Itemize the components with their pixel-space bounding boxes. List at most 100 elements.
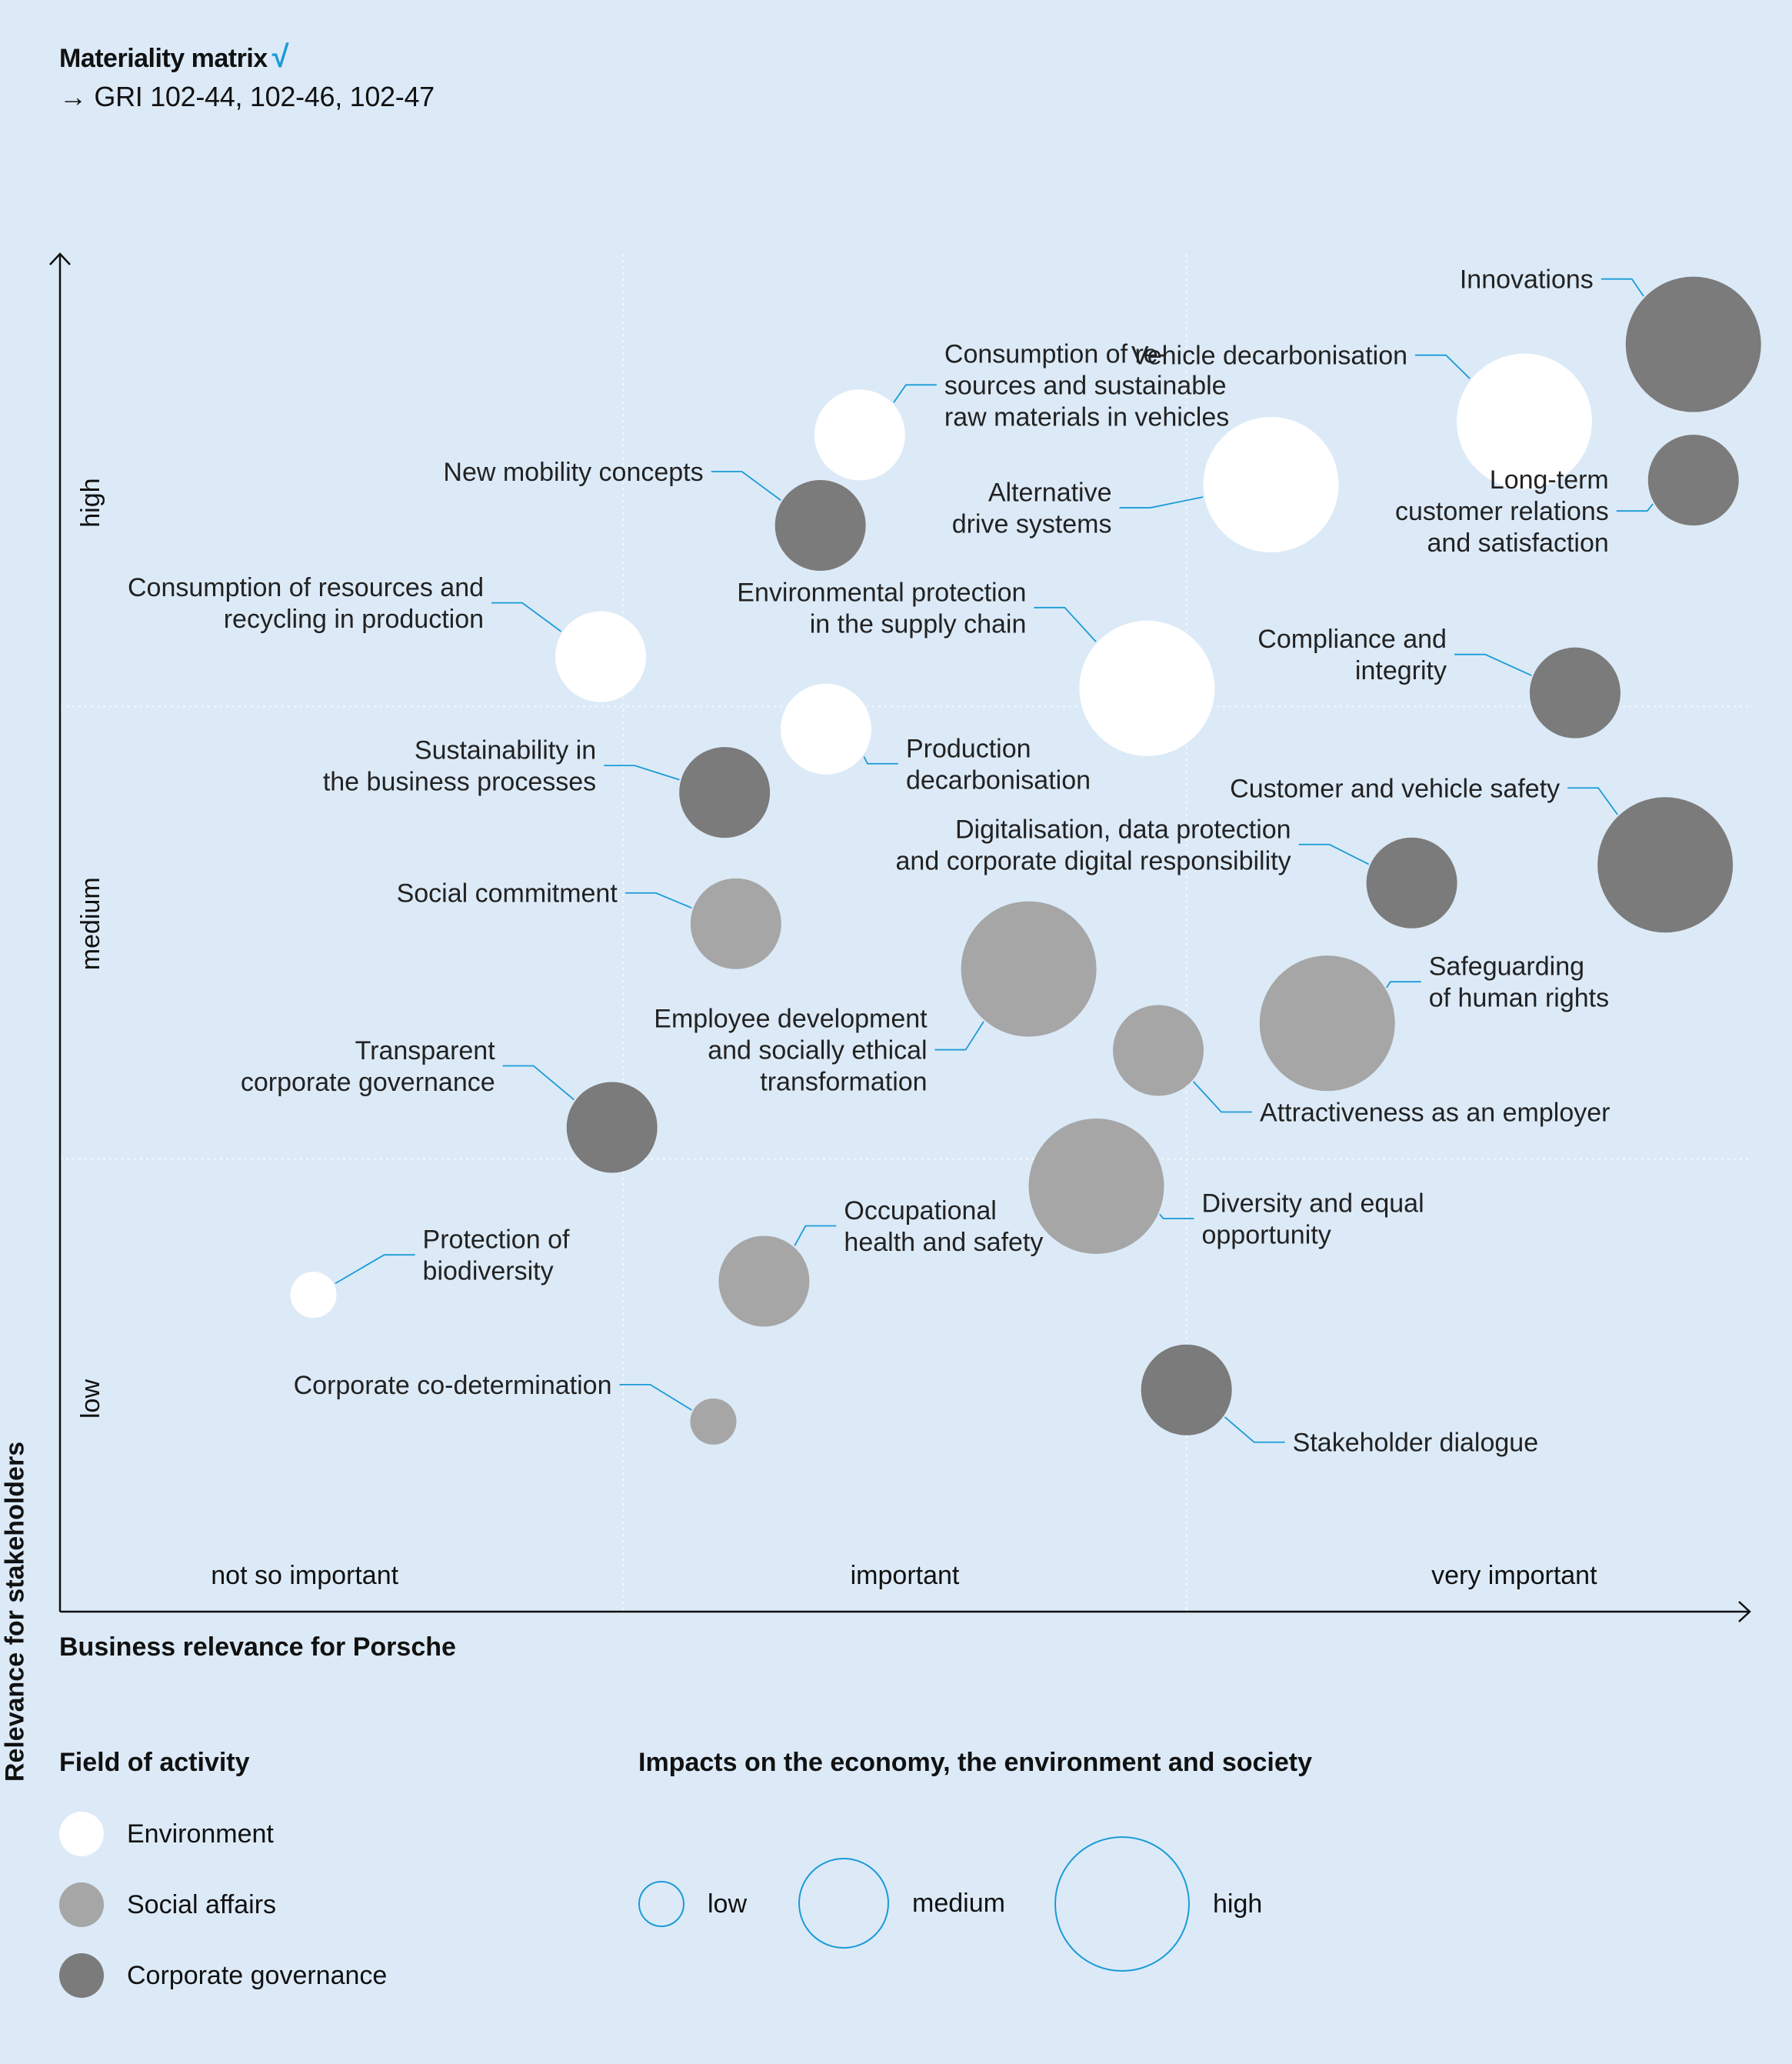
point-label-transparent-corporate-governance: Transparent corporate governance xyxy=(241,1036,495,1097)
bubble-stakeholder-dialogue xyxy=(1141,1344,1232,1435)
point-label-social-commitment: Social commitment xyxy=(397,879,618,909)
point-label-compliance-and-integrity: Compliance and integrity xyxy=(1257,625,1447,685)
impact-label-medium: medium xyxy=(912,1888,1005,1918)
bubble-new-mobility-concepts xyxy=(774,480,866,571)
point-stakeholder-dialogue: Stakeholder dialogue xyxy=(1141,1344,1538,1458)
legend-label-environment: Environment xyxy=(127,1819,274,1849)
point-protection-of-biodiversity: Protection of biodiversity xyxy=(290,1225,570,1319)
point-label-employee-development-and-socially-ethical-transformation: Employee development and socially ethical… xyxy=(654,1005,928,1097)
point-sustainability-in-the-business-processes: Sustainability in the business processes xyxy=(323,736,771,839)
point-label-new-mobility-concepts: New mobility concepts xyxy=(443,458,703,487)
leader-line-vehicle-decarbonisation xyxy=(1415,354,1471,379)
point-vehicle-decarbonisation: Vehicle decarbonisation xyxy=(1131,342,1593,489)
corporate-governance-swatch xyxy=(59,1953,104,1998)
leader-line-employee-development-and-socially-ethical-transformation xyxy=(934,1021,984,1051)
point-safeguarding-of-human-rights: Safeguarding of human rights xyxy=(1259,952,1609,1092)
bubble-occupational-health-and-safety xyxy=(718,1235,810,1327)
point-label-line: raw materials in vehicles xyxy=(944,402,1229,432)
bubble-sustainability-in-the-business-processes xyxy=(679,747,771,839)
point-digitalisation-data-protection-and-corporate-digital-responsibility: Digitalisation, data protection and corpo… xyxy=(896,815,1457,929)
x-tick-label-not-so-important: not so important xyxy=(211,1561,398,1590)
bubble-employee-development-and-socially-ethical-transformation xyxy=(961,901,1097,1037)
check-icon: √ xyxy=(271,40,289,74)
bubble-production-decarbonisation xyxy=(780,683,871,775)
leader-line-production-decarbonisation xyxy=(863,756,898,765)
point-label-line: Consumption of resources and xyxy=(128,573,484,602)
legend-item-social-affairs: Social affairs xyxy=(59,1882,276,1928)
point-environmental-protection-in-the-supply-chain: Environmental protection in the supply ch… xyxy=(737,578,1215,756)
point-occupational-health-and-safety: Occupational health and safety xyxy=(718,1196,1043,1327)
point-label-line: Digitalisation, data protection xyxy=(955,815,1291,844)
bubble-consumption-of-re-sources-and-sustainable-raw-materials-in-vehicles xyxy=(814,389,905,481)
bubble-compliance-and-integrity xyxy=(1529,647,1620,739)
y-axis-title: Relevance for stakeholders xyxy=(0,1441,30,1782)
leader-line-social-commitment xyxy=(625,892,692,909)
leader-line-innovations xyxy=(1600,278,1644,297)
point-attractiveness-as-an-employer: Attractiveness as an employer xyxy=(1113,1005,1610,1127)
leader-line-digitalisation-data-protection-and-corporate-digital-responsibility xyxy=(1298,843,1370,865)
point-label-line: drive systems xyxy=(952,510,1112,539)
bubble-safeguarding-of-human-rights xyxy=(1259,955,1395,1092)
point-label-line: Corporate co-determination xyxy=(294,1371,612,1400)
bubble-corporate-co-determination xyxy=(690,1398,737,1445)
point-long-term-customer-relations-and-satisfaction: Long-term customer relations and satisfact… xyxy=(1395,435,1739,558)
point-label-sustainability-in-the-business-processes: Sustainability in the business processes xyxy=(323,736,596,797)
impact-legend-high: high xyxy=(1054,1836,1262,1972)
point-production-decarbonisation: Production decarbonisation xyxy=(780,683,1091,795)
bubble-vehicle-decarbonisation xyxy=(1457,353,1593,489)
tick-labels: not so important important very important l… xyxy=(76,478,1597,1590)
point-label-line: Transparent xyxy=(355,1036,496,1065)
point-transparent-corporate-governance: Transparent corporate governance xyxy=(241,1036,658,1173)
point-label-line: opportunity xyxy=(1201,1220,1331,1249)
bubble-social-commitment xyxy=(690,878,781,969)
leader-line-consumption-of-resources-and-recycling-in-production xyxy=(491,602,562,632)
x-axis-arrow-icon xyxy=(1738,1601,1751,1622)
field-legend-title: Field of activity xyxy=(59,1748,250,1777)
point-label-safeguarding-of-human-rights: Safeguarding of human rights xyxy=(1429,952,1609,1013)
bubble-innovations xyxy=(1625,276,1761,412)
point-label-line: New mobility concepts xyxy=(443,458,703,487)
point-label-line: customer relations xyxy=(1395,497,1609,526)
point-label-line: Protection of xyxy=(423,1225,570,1255)
legend-item-environment: Environment xyxy=(59,1811,274,1857)
environment-swatch xyxy=(59,1812,104,1856)
bubble-digitalisation-data-protection-and-corporate-digital-responsibility xyxy=(1366,837,1457,929)
high-impact-circle xyxy=(1054,1836,1190,1972)
point-label-line: Safeguarding xyxy=(1429,952,1584,982)
point-label-line: decarbonisation xyxy=(906,765,1091,795)
bubble-protection-of-biodiversity xyxy=(290,1272,337,1319)
point-label-line: Occupational xyxy=(844,1196,996,1225)
bubble-transparent-corporate-governance xyxy=(566,1082,658,1173)
leader-line-corporate-co-determination xyxy=(619,1384,692,1411)
bubble-attractiveness-as-an-employer xyxy=(1113,1005,1204,1096)
legend-label-corporate-governance: Corporate governance xyxy=(127,1960,388,1990)
leader-line-attractiveness-as-an-employer xyxy=(1192,1081,1253,1113)
axes xyxy=(49,252,1751,1622)
point-label-vehicle-decarbonisation: Vehicle decarbonisation xyxy=(1131,342,1407,371)
leader-line-diversity-and-equal-opportunity xyxy=(1159,1213,1194,1219)
impact-label-low: low xyxy=(708,1889,748,1919)
point-label-production-decarbonisation: Production decarbonisation xyxy=(906,734,1091,795)
point-label-environmental-protection-in-the-supply-chain: Environmental protection in the supply ch… xyxy=(737,578,1026,639)
impact-label-high: high xyxy=(1213,1889,1263,1919)
point-label-line: and corporate digital responsibility xyxy=(896,846,1291,875)
x-tick-label-important: important xyxy=(851,1561,960,1590)
point-label-line: Stakeholder dialogue xyxy=(1293,1429,1538,1458)
bubble-alternative-drive-systems xyxy=(1203,417,1339,553)
leader-line-customer-and-vehicle-safety xyxy=(1567,787,1618,815)
legend-item-corporate-governance: Corporate governance xyxy=(59,1952,387,1999)
point-label-line: Innovations xyxy=(1460,265,1594,295)
grid xyxy=(60,254,1750,1612)
point-label-line: health and safety xyxy=(844,1228,1043,1257)
leader-line-occupational-health-and-safety xyxy=(794,1225,837,1246)
point-label-line: Consumption of re- xyxy=(944,339,1167,368)
point-consumption-of-re-sources-and-sustainable-raw-materials-in-vehicles: Consumption of re-sources and sustainabl… xyxy=(814,339,1229,481)
gri-reference-link[interactable]: → GRI 102-44, 102-46, 102-47 xyxy=(59,81,435,112)
point-label-innovations: Innovations xyxy=(1460,265,1594,295)
point-label-line: Alternative xyxy=(988,478,1112,508)
x-axis-title: Business relevance for Porsche xyxy=(59,1632,456,1662)
point-label-line: the business processes xyxy=(323,768,596,797)
point-label-consumption-of-re-sources-and-sustainable-raw-materials-in-vehicles: Consumption of re-sources and sustainabl… xyxy=(944,339,1229,432)
y-tick-label-medium: medium xyxy=(76,877,105,970)
medium-impact-circle xyxy=(798,1858,889,1949)
